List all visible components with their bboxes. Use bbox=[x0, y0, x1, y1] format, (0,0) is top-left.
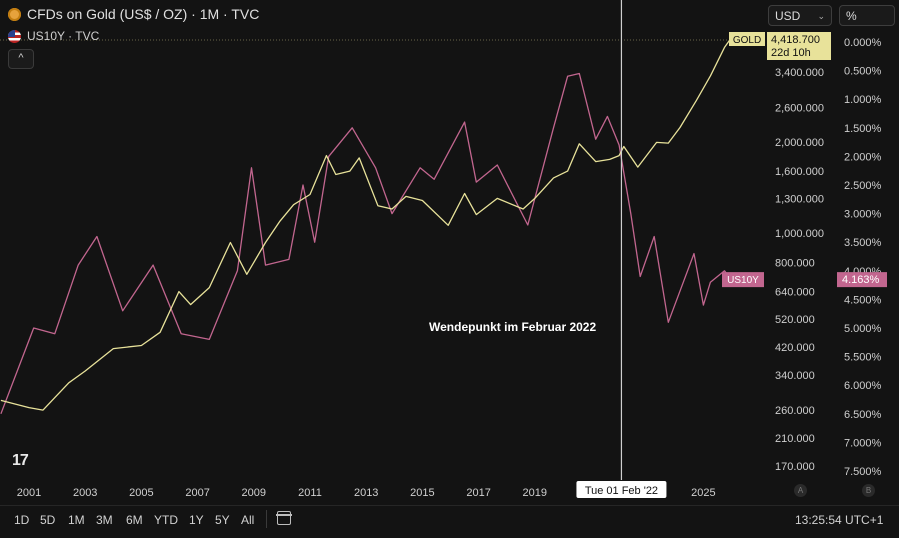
crosshair-date-box bbox=[576, 481, 667, 498]
toolbar-divider bbox=[266, 510, 267, 528]
currency-value: USD bbox=[775, 9, 801, 23]
gold-badge-value: 4,418.700 bbox=[771, 34, 820, 46]
timeframe-5d[interactable]: 5D bbox=[40, 513, 56, 527]
price-tick-label: 520.000 bbox=[775, 314, 815, 326]
price-tick-label: 640.000 bbox=[775, 287, 815, 299]
timeframe-3m[interactable]: 3M bbox=[96, 513, 113, 527]
yield-tick-label: 3.000% bbox=[844, 209, 882, 221]
x-tick-label: 2013 bbox=[354, 487, 378, 499]
price-tick-label: 340.000 bbox=[775, 370, 815, 382]
yield-tick-label: 5.500% bbox=[844, 352, 882, 364]
x-tick-label: 2001 bbox=[17, 487, 41, 499]
timeframe-6m[interactable]: 6M bbox=[126, 513, 143, 527]
legend-primary[interactable]: CFDs on Gold (US$ / OZ) · 1M · TVC bbox=[8, 6, 259, 22]
price-tick-label: 3,400.000 bbox=[775, 67, 824, 79]
gold-badge-countdown: 22d 10h bbox=[771, 47, 811, 59]
crosshair-date-label: Tue 01 Feb '22 bbox=[576, 481, 667, 498]
chevron-down-icon: ⌄ bbox=[817, 11, 825, 21]
us10y-value-box bbox=[837, 272, 887, 288]
x-tick-label: 2005 bbox=[129, 487, 153, 499]
price-tick-label: 1,300.000 bbox=[775, 193, 824, 205]
price-tick-label: 260.000 bbox=[775, 405, 815, 417]
timeframe-1y[interactable]: 1Y bbox=[189, 513, 204, 527]
timeframe-ytd[interactable]: YTD bbox=[154, 513, 178, 527]
yield-tick-label: 0.000% bbox=[844, 37, 882, 49]
price-tick-label: 800.000 bbox=[775, 257, 815, 269]
us10y-line bbox=[0, 72, 733, 415]
us10y-badge-tag bbox=[722, 272, 764, 288]
percent-toggle[interactable]: % bbox=[839, 5, 895, 26]
gold-badge-box bbox=[767, 32, 831, 60]
us10y-badge-label: US10Y bbox=[727, 275, 759, 286]
price-tick-label: 420.000 bbox=[775, 342, 815, 354]
x-tick-label: 2007 bbox=[185, 487, 209, 499]
x-tick-label: 2011 bbox=[298, 487, 322, 499]
x-tick-label: 2009 bbox=[242, 487, 266, 499]
clock-label: 13:25:54 UTC+1 bbox=[795, 513, 884, 527]
yield-tick-label: 1.500% bbox=[844, 123, 882, 135]
x-tick-label: 2003 bbox=[73, 487, 97, 499]
price-tick-label: 2,000.000 bbox=[775, 137, 824, 149]
gold-badge-tag bbox=[729, 32, 765, 46]
price-tick-label: 170.000 bbox=[775, 461, 815, 473]
calendar-icon[interactable] bbox=[276, 511, 292, 525]
scale-b-button[interactable]: B bbox=[862, 484, 875, 497]
timeframe-all[interactable]: All bbox=[241, 513, 255, 527]
timeframe-1d[interactable]: 1D bbox=[14, 513, 30, 527]
x-tick-label: 2015 bbox=[410, 487, 434, 499]
yield-tick-label: 1.000% bbox=[844, 94, 882, 106]
legend-secondary-label: US10Y · TVC bbox=[27, 29, 100, 43]
currency-select[interactable]: USD ⌄ bbox=[768, 5, 832, 26]
legend-primary-label: CFDs on Gold (US$ / OZ) · 1M · TVC bbox=[27, 6, 260, 22]
us10y-badge: US10Y 4.163% bbox=[722, 272, 887, 288]
yield-tick-label: 6.500% bbox=[844, 409, 882, 421]
yield-tick-label: 7.500% bbox=[844, 466, 882, 478]
timeframe-1m[interactable]: 1M bbox=[68, 513, 85, 527]
us10y-badge-value: 4.163% bbox=[842, 274, 880, 286]
legend-secondary[interactable]: US10Y · TVC bbox=[8, 29, 99, 43]
collapse-legend-button[interactable]: ^ bbox=[8, 49, 34, 69]
yield-tick-label: 0.500% bbox=[844, 66, 882, 78]
gold-coin-icon bbox=[8, 7, 21, 21]
yield-tick-label: 2.500% bbox=[844, 180, 882, 192]
yield-tick-label: 2.000% bbox=[844, 151, 882, 163]
yield-tick-label: 6.000% bbox=[844, 380, 882, 392]
yield-tick-label: 7.000% bbox=[844, 437, 882, 449]
yield-tick-label: 3.500% bbox=[844, 237, 882, 249]
tradingview-logo: 17 bbox=[12, 452, 29, 469]
price-tick-label: 210.000 bbox=[775, 433, 815, 445]
yield-tick-label: 4.500% bbox=[844, 294, 882, 306]
timeframe-5y[interactable]: 5Y bbox=[215, 513, 230, 527]
us-flag-icon bbox=[8, 29, 21, 43]
bottom-toolbar bbox=[0, 505, 899, 538]
price-tick-label: 2,600.000 bbox=[775, 102, 824, 114]
yield-tick-label: 5.000% bbox=[844, 323, 882, 335]
price-tick-label: 1,000.000 bbox=[775, 228, 824, 240]
price-tick-label: 1,600.000 bbox=[775, 166, 824, 178]
gold-line bbox=[0, 37, 733, 411]
auto-scale-button[interactable]: A bbox=[794, 484, 807, 497]
chart-annotation: Wendepunkt im Februar 2022 bbox=[429, 320, 597, 334]
x-tick-label: 2017 bbox=[466, 487, 490, 499]
x-tick-label: 2019 bbox=[523, 487, 547, 499]
crosshair-date-text: Tue 01 Feb '22 bbox=[585, 485, 658, 497]
gold-badge-label: GOLD bbox=[733, 35, 761, 46]
x-tick-label: 2025 bbox=[691, 487, 715, 499]
